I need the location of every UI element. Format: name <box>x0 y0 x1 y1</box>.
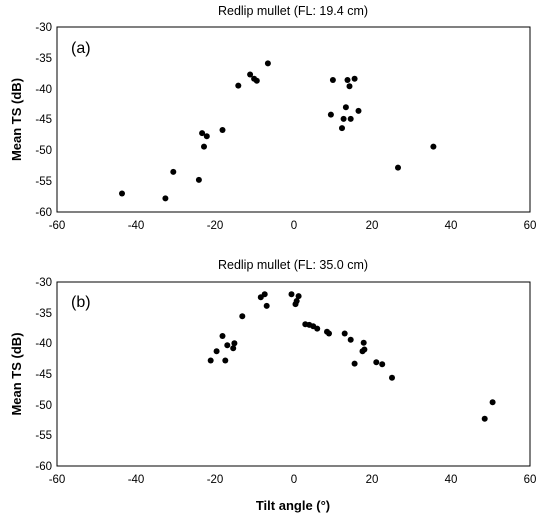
panel-b-title: Redlip mullet (FL: 35.0 cm) <box>218 258 368 272</box>
panel-b-y-tick-label: -45 <box>35 369 52 381</box>
panel-b-y-tick-label: -60 <box>35 461 52 473</box>
panel-a-y-tick-label: -30 <box>35 22 52 34</box>
panel-a-data-point <box>340 115 347 122</box>
panel-b-data-point <box>379 361 386 368</box>
panel-a-y-tick-label: -55 <box>35 176 52 188</box>
panel-a-data-point <box>201 143 207 150</box>
panel-b-data-point <box>224 342 231 349</box>
panel-b-data-point <box>207 357 214 364</box>
panel-a-data-points <box>119 60 437 202</box>
panel-a-x-tick-label: -60 <box>49 220 66 232</box>
panel-b-data-points <box>207 291 496 422</box>
panel-b-data-point <box>230 345 237 352</box>
panel-a-data-point <box>430 143 437 150</box>
panel-a-y-tick-label: -35 <box>35 53 52 65</box>
panel-b-data-point <box>389 374 395 381</box>
panel-b-data-point <box>361 346 368 353</box>
panel-b-plot-frame <box>56 281 531 467</box>
panel-a-title: Redlip mullet (FL: 19.4 cm) <box>218 4 368 18</box>
panel-a-data-point <box>195 176 202 183</box>
panel-a-data-point <box>329 77 336 83</box>
panel-a-data-point <box>344 77 351 83</box>
panel-b-data-point <box>360 339 367 346</box>
panel-a-data-point <box>170 168 177 175</box>
panel-b-data-point <box>261 291 268 298</box>
panel-b-x-tick-label: 20 <box>366 474 379 486</box>
panel-a-plot-frame <box>56 26 531 213</box>
panel-a-data-point <box>347 115 354 122</box>
panel-b-data-point <box>326 330 332 337</box>
panel-a-data-point <box>339 125 345 132</box>
panel-a-data-point <box>162 195 169 202</box>
panel-a-data-point <box>247 71 254 78</box>
panel-a-data-point <box>203 133 210 140</box>
panel-b-data-point <box>219 333 226 339</box>
panel-b-data-point <box>314 325 321 332</box>
panel-a-y-tick-label: -60 <box>35 207 52 219</box>
panel-a-data-point <box>199 130 206 137</box>
panel-a-data-point <box>327 111 334 118</box>
panel-a-data-point <box>235 82 242 89</box>
panel-b-data-point <box>213 348 220 355</box>
panel-b-data-point <box>239 313 246 320</box>
panel-a-x-tick-label: 20 <box>366 220 379 232</box>
panel-b-data-point <box>263 302 270 309</box>
panel-a-label: (a) <box>71 40 91 57</box>
panel-a-data-point <box>119 190 125 197</box>
panel-b-x-tick-label: -60 <box>49 474 66 486</box>
panel-b-x-axis-label: Tilt angle (°) <box>256 498 330 513</box>
panel-b-data-point <box>347 336 354 343</box>
panel-a-data-point <box>253 77 260 84</box>
panel-a-y-ticks: -60 -55 -50 -45 -40 -35 -30 <box>35 22 52 219</box>
panel-b-data-point <box>489 399 496 406</box>
panel-b-data-point <box>288 291 295 298</box>
panel-a-x-tick-label: 60 <box>524 220 537 232</box>
panel-b-x-tick-label: 40 <box>445 474 458 486</box>
panel-b-x-tick-label: -40 <box>128 474 145 486</box>
panel-b-data-point <box>351 360 358 367</box>
panel-b-data-point <box>481 415 488 422</box>
panel-a-data-point <box>264 60 271 67</box>
panel-b-y-tick-label: -50 <box>35 400 52 412</box>
panel-b-data-point <box>341 330 348 337</box>
panel-a-x-tick-label: 0 <box>291 220 297 232</box>
panel-a-data-point <box>219 127 226 133</box>
panel-b-data-point <box>373 359 380 366</box>
panel-b-y-ticks: -60 -55 -50 -45 -40 -35 -30 <box>35 277 52 473</box>
panel-b-x-tick-label: -20 <box>207 474 224 486</box>
panel-a-x-tick-label: 40 <box>445 220 458 232</box>
panel-b-x-ticks: -60 -40 -20 0 20 40 60 <box>49 474 537 486</box>
panel-a-data-point <box>351 75 358 82</box>
panel-b-data-point <box>293 298 300 304</box>
panel-b-x-tick-label: 0 <box>291 474 297 486</box>
panel-b-data-point <box>222 357 229 364</box>
panel-a-y-tick-label: -45 <box>35 114 52 126</box>
panel-a-data-point <box>346 83 353 90</box>
panel-b: Redlip mullet (FL: 35.0 cm) (b) Mean TS … <box>9 258 536 513</box>
panel-b-y-tick-label: -40 <box>35 338 52 350</box>
panel-b-x-tick-label: 60 <box>524 474 537 486</box>
panel-a-x-ticks: -60 -40 -20 0 20 40 60 <box>49 220 537 232</box>
panel-a-data-point <box>355 107 362 114</box>
panel-a-y-axis-label: Mean TS (dB) <box>9 78 24 161</box>
panel-b-y-tick-label: -35 <box>35 308 52 320</box>
panel-a-x-tick-label: -40 <box>128 220 145 232</box>
panel-a-x-tick-label: -20 <box>207 220 224 232</box>
panel-b-y-axis-label: Mean TS (dB) <box>9 332 24 415</box>
panel-b-label: (b) <box>71 294 91 311</box>
panel-a: Redlip mullet (FL: 19.4 cm) (a) Mean TS … <box>9 4 536 232</box>
panel-b-data-point <box>295 293 302 300</box>
panel-a-y-tick-label: -40 <box>35 84 52 96</box>
panel-b-data-point <box>231 340 238 347</box>
panel-a-data-point <box>342 104 349 111</box>
panel-b-y-tick-label: -30 <box>35 277 52 289</box>
panel-b-y-tick-label: -55 <box>35 430 52 442</box>
panel-a-data-point <box>395 164 401 171</box>
panel-a-y-tick-label: -50 <box>35 145 52 157</box>
